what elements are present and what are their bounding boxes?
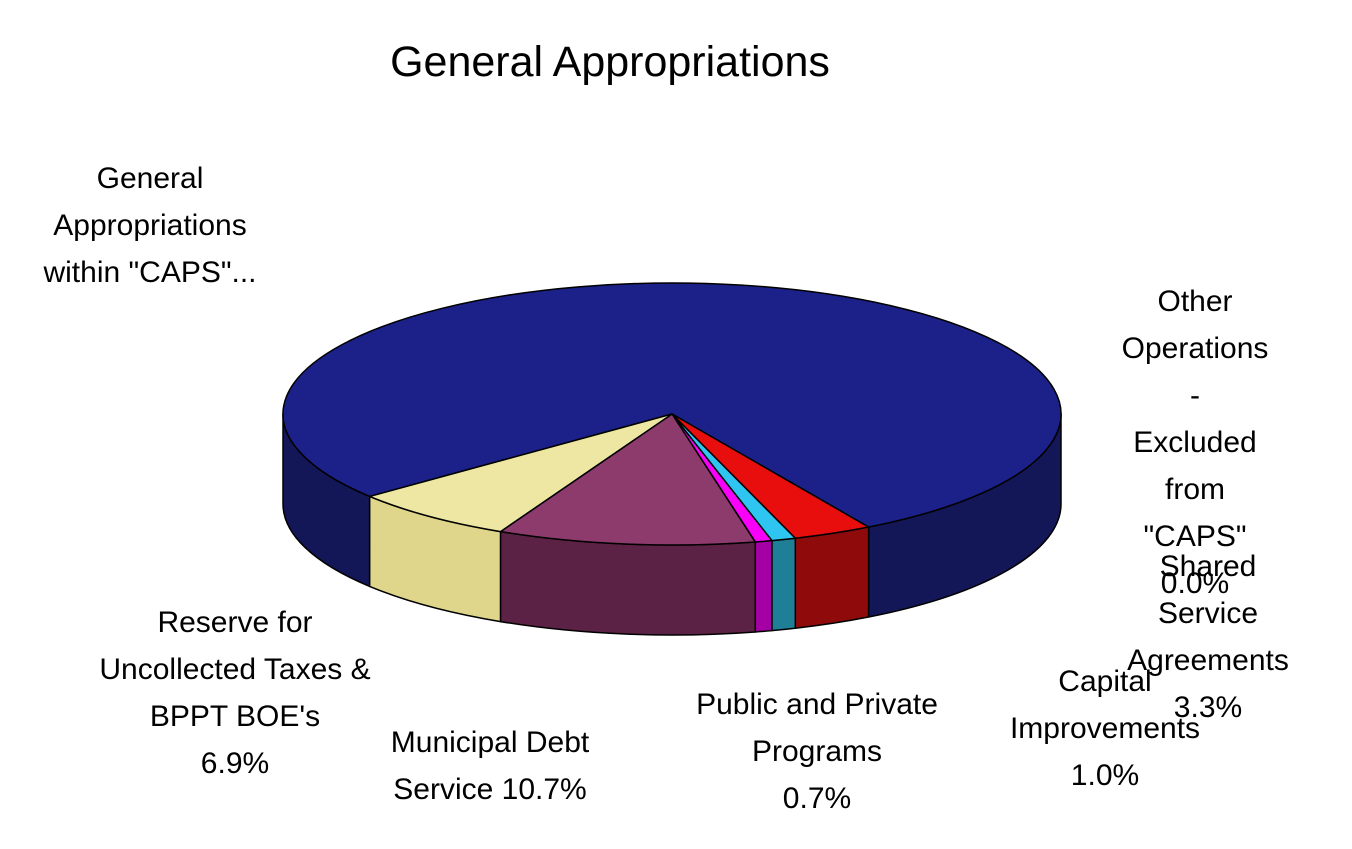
chart-title: General Appropriations	[390, 38, 830, 86]
pie-top-municipal-debt-service	[499, 413, 757, 546]
pie-side-shared-service-agreements	[794, 526, 870, 629]
pie-top-general-appropriations-within-caps	[282, 282, 1062, 528]
pie-side-public-and-private-programs	[754, 539, 773, 633]
pie-label-public-and-private-programs: Public and Private Programs 0.7%	[696, 688, 938, 815]
pie-label-shared-service-agreements: Shared Service Agreements 3.3%	[1127, 550, 1289, 724]
pie-label-general-appropriations-within-caps: General Appropriations within "CAPS"...	[43, 162, 257, 289]
pie-side-capital-improvements	[771, 537, 797, 632]
pie-label-reserve-for-uncollected-taxes-bppt-boes: Reserve for Uncollected Taxes & BPPT BOE…	[99, 606, 371, 780]
pie-label-other-operations-excluded-from-caps: Other Operations - Excluded from "CAPS" …	[1121, 285, 1269, 600]
pie-top-reserve-for-uncollected-taxes-bppt-boes	[368, 413, 673, 533]
pie-label-municipal-debt-service: Municipal Debt Service 10.7%	[390, 726, 590, 806]
pie-label-capital-improvements: Capital Improvements 1.0%	[1009, 665, 1201, 792]
pie-side-municipal-debt-service	[499, 530, 757, 636]
